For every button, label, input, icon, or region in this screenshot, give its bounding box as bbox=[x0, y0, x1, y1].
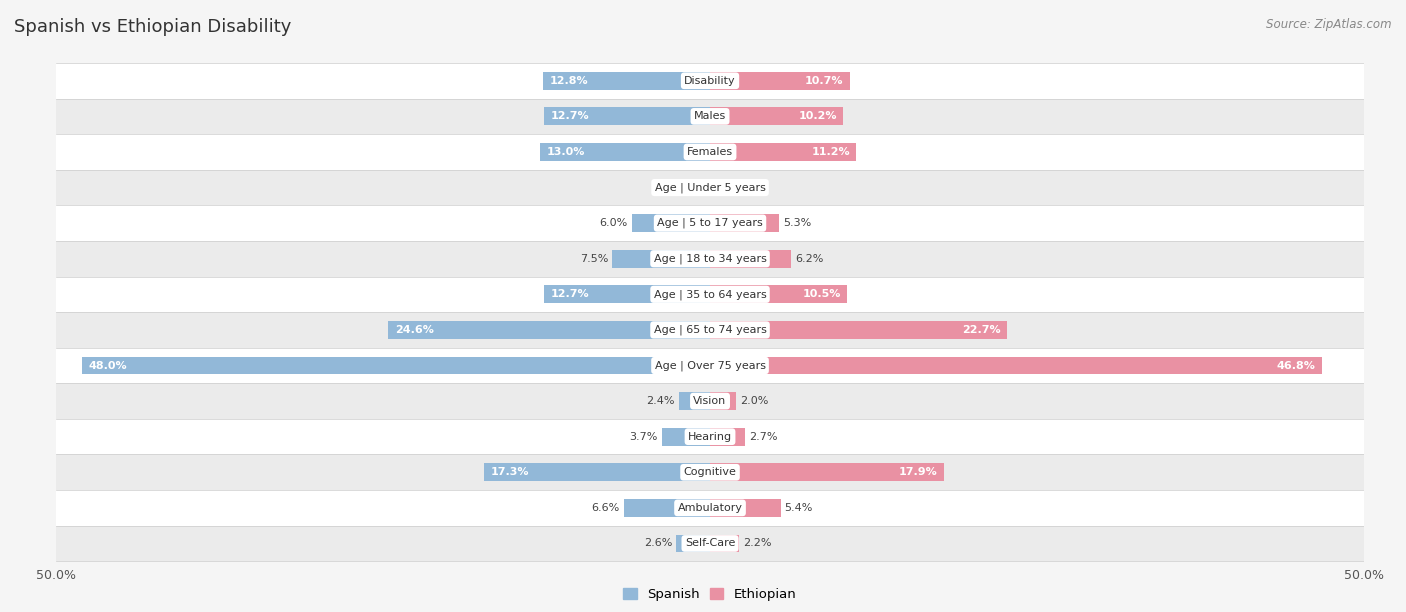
Text: 17.3%: 17.3% bbox=[491, 468, 529, 477]
Bar bbox=[631, 214, 710, 232]
Text: 13.0%: 13.0% bbox=[547, 147, 585, 157]
Bar bbox=[710, 143, 856, 161]
Bar bbox=[484, 463, 710, 481]
Text: 12.7%: 12.7% bbox=[551, 111, 589, 121]
FancyBboxPatch shape bbox=[56, 526, 1364, 561]
Bar bbox=[710, 72, 851, 90]
Bar bbox=[710, 250, 792, 267]
Text: 46.8%: 46.8% bbox=[1277, 360, 1316, 370]
Text: 10.5%: 10.5% bbox=[803, 289, 841, 299]
Text: Females: Females bbox=[688, 147, 733, 157]
Text: 5.3%: 5.3% bbox=[783, 218, 811, 228]
FancyBboxPatch shape bbox=[56, 206, 1364, 241]
Bar bbox=[710, 463, 943, 481]
Text: 11.2%: 11.2% bbox=[811, 147, 851, 157]
Bar bbox=[710, 108, 844, 125]
Bar bbox=[540, 143, 710, 161]
Bar bbox=[710, 534, 738, 553]
FancyBboxPatch shape bbox=[56, 241, 1364, 277]
Bar bbox=[543, 72, 710, 90]
Text: Hearing: Hearing bbox=[688, 431, 733, 442]
Bar bbox=[710, 214, 779, 232]
Bar bbox=[676, 534, 710, 553]
FancyBboxPatch shape bbox=[56, 277, 1364, 312]
Bar bbox=[692, 179, 710, 196]
Text: 6.6%: 6.6% bbox=[592, 503, 620, 513]
FancyBboxPatch shape bbox=[56, 348, 1364, 383]
Bar bbox=[710, 321, 1007, 339]
FancyBboxPatch shape bbox=[56, 490, 1364, 526]
Text: Disability: Disability bbox=[685, 76, 735, 86]
Bar bbox=[624, 499, 710, 517]
Bar bbox=[710, 179, 724, 196]
FancyBboxPatch shape bbox=[56, 383, 1364, 419]
Text: 2.0%: 2.0% bbox=[740, 396, 769, 406]
Bar bbox=[710, 392, 737, 410]
Text: Age | Under 5 years: Age | Under 5 years bbox=[655, 182, 765, 193]
Text: 2.2%: 2.2% bbox=[742, 539, 772, 548]
Bar bbox=[710, 428, 745, 446]
Bar bbox=[612, 250, 710, 267]
Legend: Spanish, Ethiopian: Spanish, Ethiopian bbox=[619, 583, 801, 606]
Text: 1.1%: 1.1% bbox=[728, 182, 756, 193]
Text: 7.5%: 7.5% bbox=[579, 254, 607, 264]
FancyBboxPatch shape bbox=[56, 312, 1364, 348]
Text: 1.4%: 1.4% bbox=[659, 182, 688, 193]
Bar bbox=[83, 357, 710, 375]
Text: Spanish vs Ethiopian Disability: Spanish vs Ethiopian Disability bbox=[14, 18, 291, 36]
Text: Self-Care: Self-Care bbox=[685, 539, 735, 548]
Text: Vision: Vision bbox=[693, 396, 727, 406]
Text: 6.0%: 6.0% bbox=[599, 218, 627, 228]
Text: 24.6%: 24.6% bbox=[395, 325, 434, 335]
Text: 12.7%: 12.7% bbox=[551, 289, 589, 299]
Bar bbox=[544, 108, 710, 125]
Text: 3.7%: 3.7% bbox=[630, 431, 658, 442]
Bar bbox=[544, 285, 710, 303]
Text: Age | 5 to 17 years: Age | 5 to 17 years bbox=[657, 218, 763, 228]
Text: Cognitive: Cognitive bbox=[683, 468, 737, 477]
Text: 2.4%: 2.4% bbox=[647, 396, 675, 406]
Text: 10.7%: 10.7% bbox=[804, 76, 844, 86]
Text: Ambulatory: Ambulatory bbox=[678, 503, 742, 513]
FancyBboxPatch shape bbox=[56, 134, 1364, 170]
Text: Age | 18 to 34 years: Age | 18 to 34 years bbox=[654, 253, 766, 264]
FancyBboxPatch shape bbox=[56, 99, 1364, 134]
Text: 22.7%: 22.7% bbox=[962, 325, 1000, 335]
Bar bbox=[662, 428, 710, 446]
Text: Age | Over 75 years: Age | Over 75 years bbox=[655, 360, 765, 371]
Text: 2.7%: 2.7% bbox=[749, 431, 778, 442]
FancyBboxPatch shape bbox=[56, 170, 1364, 206]
Text: 48.0%: 48.0% bbox=[89, 360, 128, 370]
Text: 6.2%: 6.2% bbox=[794, 254, 824, 264]
FancyBboxPatch shape bbox=[56, 63, 1364, 99]
Text: Age | 65 to 74 years: Age | 65 to 74 years bbox=[654, 324, 766, 335]
Text: 12.8%: 12.8% bbox=[550, 76, 588, 86]
FancyBboxPatch shape bbox=[56, 419, 1364, 455]
Text: Age | 35 to 64 years: Age | 35 to 64 years bbox=[654, 289, 766, 300]
FancyBboxPatch shape bbox=[56, 455, 1364, 490]
Text: 10.2%: 10.2% bbox=[799, 111, 837, 121]
Text: 5.4%: 5.4% bbox=[785, 503, 813, 513]
Text: Source: ZipAtlas.com: Source: ZipAtlas.com bbox=[1267, 18, 1392, 31]
Bar bbox=[710, 499, 780, 517]
Bar bbox=[710, 285, 848, 303]
Bar bbox=[710, 357, 1322, 375]
Text: Males: Males bbox=[695, 111, 725, 121]
Bar bbox=[679, 392, 710, 410]
Bar bbox=[388, 321, 710, 339]
Text: 2.6%: 2.6% bbox=[644, 539, 672, 548]
Text: 17.9%: 17.9% bbox=[898, 468, 938, 477]
